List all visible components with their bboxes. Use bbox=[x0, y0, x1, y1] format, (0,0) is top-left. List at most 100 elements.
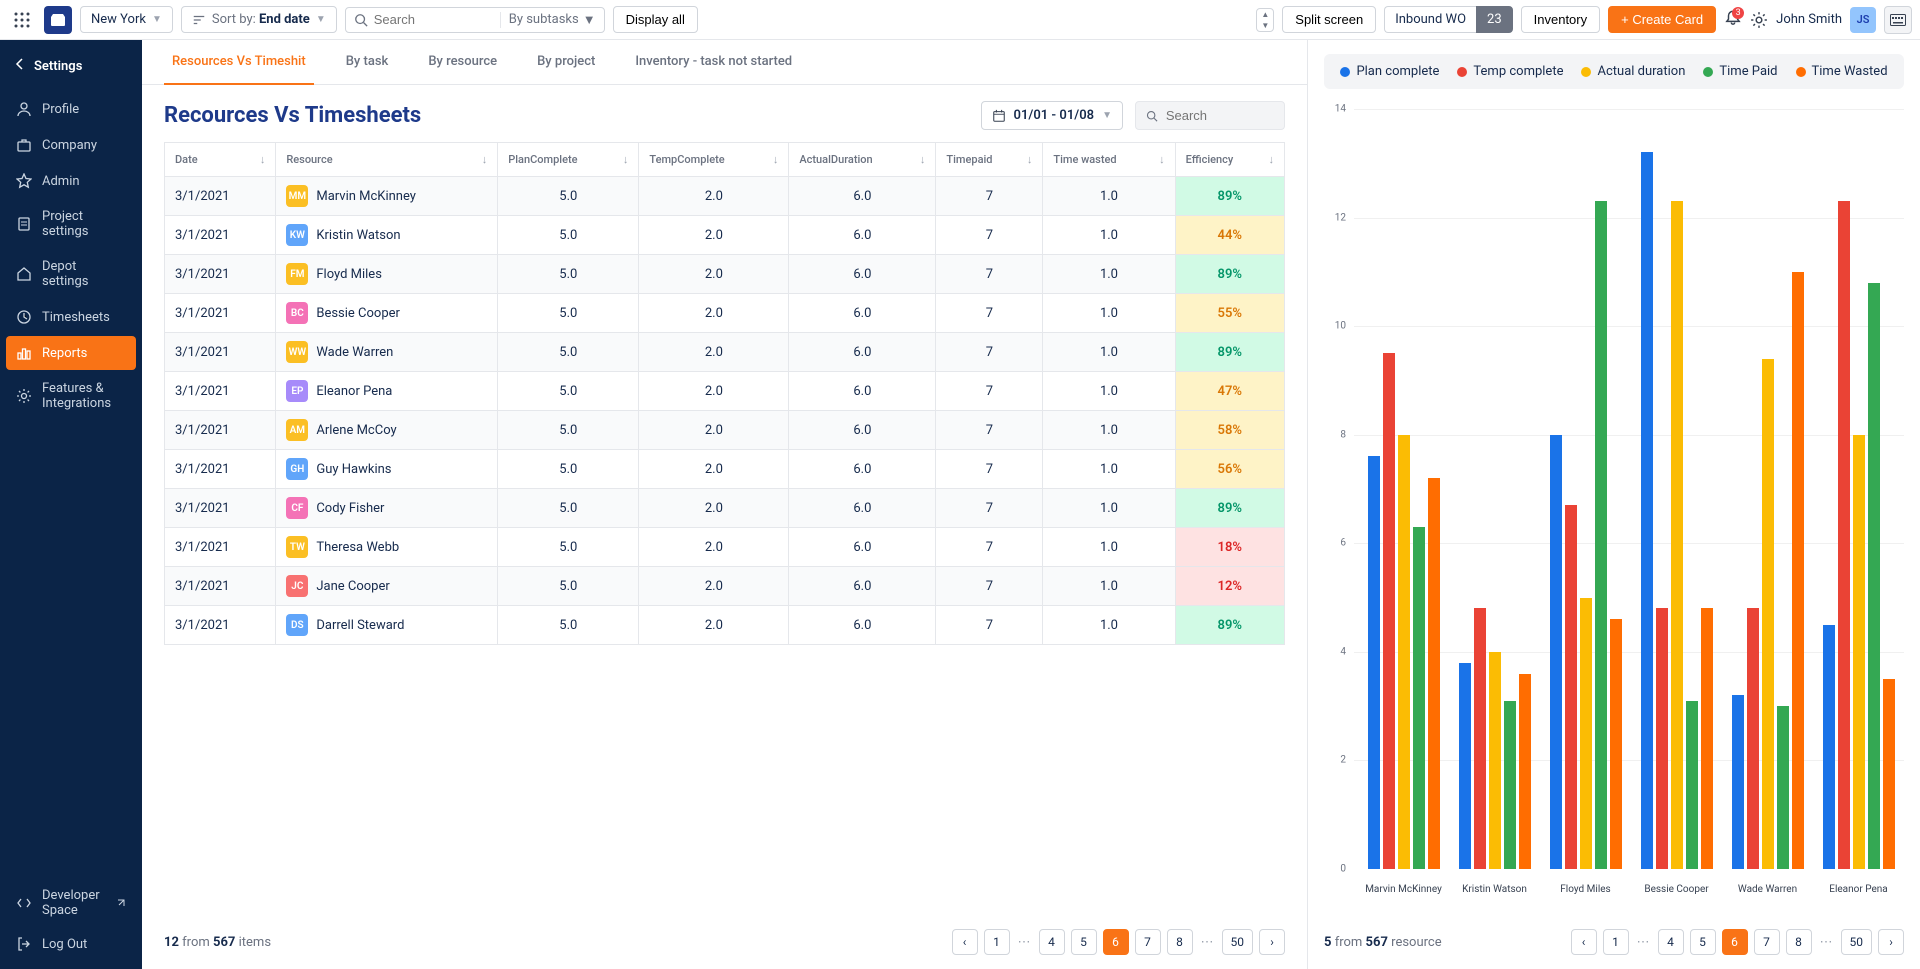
content-search-input[interactable] bbox=[1166, 108, 1274, 123]
table-count-info: 12 from 567 items bbox=[164, 935, 271, 950]
efficiency-cell: 89% bbox=[1175, 255, 1284, 294]
table-row[interactable]: 3/1/2021AMArlene McCoy5.02.06.071.058% bbox=[165, 411, 1285, 450]
sort-icon[interactable]: ↓ bbox=[260, 153, 266, 166]
sidebar-item-project-settings[interactable]: Project settings bbox=[6, 200, 136, 248]
tab-resources-vs-timeshit[interactable]: Resources Vs Timeshit bbox=[164, 40, 314, 85]
pager-prev[interactable]: ‹ bbox=[1571, 929, 1597, 955]
stepper[interactable]: ▲ ▼ bbox=[1256, 8, 1274, 32]
pager-page-6[interactable]: 6 bbox=[1103, 929, 1129, 955]
sort-icon[interactable]: ↓ bbox=[482, 153, 488, 166]
sort-icon[interactable]: ↓ bbox=[1027, 153, 1033, 166]
location-select[interactable]: New York ▼ bbox=[80, 6, 173, 33]
pager-page-1[interactable]: 1 bbox=[1603, 929, 1629, 955]
pager-page-8[interactable]: 8 bbox=[1167, 929, 1193, 955]
sort-select[interactable]: Sort by: End date ▼ bbox=[181, 6, 337, 33]
sidebar-item-profile[interactable]: Profile bbox=[6, 92, 136, 126]
pager-page-1[interactable]: 1 bbox=[984, 929, 1010, 955]
legend-dot bbox=[1581, 67, 1591, 77]
tab-by-resource[interactable]: By resource bbox=[420, 40, 505, 84]
col-efficiency[interactable]: Efficiency↓ bbox=[1175, 143, 1284, 177]
pager-page-4[interactable]: 4 bbox=[1039, 929, 1065, 955]
tab-by-project[interactable]: By project bbox=[529, 40, 603, 84]
col-date[interactable]: Date↓ bbox=[165, 143, 276, 177]
sidebar-item-depot-settings[interactable]: Depot settings bbox=[6, 250, 136, 298]
pager-page-7[interactable]: 7 bbox=[1754, 929, 1780, 955]
table-row[interactable]: 3/1/2021KWKristin Watson5.02.06.071.044% bbox=[165, 216, 1285, 255]
subtasks-select[interactable]: By subtasks ▼ bbox=[500, 12, 596, 28]
pager-page-4[interactable]: 4 bbox=[1658, 929, 1684, 955]
x-label: Kristin Watson bbox=[1449, 884, 1540, 895]
bar bbox=[1580, 598, 1592, 869]
sidebar-item-company[interactable]: Company bbox=[6, 128, 136, 162]
sort-icon[interactable]: ↓ bbox=[1269, 153, 1275, 166]
pager-page-5[interactable]: 5 bbox=[1071, 929, 1097, 955]
table-row[interactable]: 3/1/2021EPEleanor Pena5.02.06.071.047% bbox=[165, 372, 1285, 411]
inventory-button[interactable]: Inventory bbox=[1521, 6, 1600, 33]
back-icon[interactable] bbox=[14, 58, 26, 74]
app-logo[interactable] bbox=[44, 6, 72, 34]
resource-avatar: CF bbox=[286, 497, 308, 519]
pager-page-7[interactable]: 7 bbox=[1135, 929, 1161, 955]
pager-page-50[interactable]: 50 bbox=[1222, 929, 1254, 955]
sort-icon[interactable]: ↓ bbox=[773, 153, 779, 166]
create-card-button[interactable]: + Create Card bbox=[1608, 6, 1716, 33]
table-row[interactable]: 3/1/2021MMMarvin McKinney5.02.06.071.089… bbox=[165, 177, 1285, 216]
pager-next[interactable]: › bbox=[1878, 929, 1904, 955]
developer-space-link[interactable]: Developer Space bbox=[6, 879, 136, 927]
resource-avatar: TW bbox=[286, 536, 308, 558]
display-all-button[interactable]: Display all bbox=[613, 6, 698, 33]
col-resource[interactable]: Resource↓ bbox=[276, 143, 498, 177]
chevron-down-icon[interactable]: ▼ bbox=[1257, 20, 1273, 31]
sidebar-item-features-integrations[interactable]: Features & Integrations bbox=[6, 372, 136, 420]
pager-next[interactable]: › bbox=[1259, 929, 1285, 955]
table-row[interactable]: 3/1/2021FMFloyd Miles5.02.06.071.089% bbox=[165, 255, 1285, 294]
pager-page-8[interactable]: 8 bbox=[1786, 929, 1812, 955]
sidebar-item-admin[interactable]: Admin bbox=[6, 164, 136, 198]
apps-grid-icon[interactable] bbox=[8, 6, 36, 34]
efficiency-cell: 44% bbox=[1175, 216, 1284, 255]
bar-icon bbox=[16, 345, 32, 361]
table-row[interactable]: 3/1/2021GHGuy Hawkins5.02.06.071.056% bbox=[165, 450, 1285, 489]
calendar-icon bbox=[992, 109, 1006, 123]
col-time-wasted[interactable]: Time wasted↓ bbox=[1043, 143, 1175, 177]
efficiency-cell: 47% bbox=[1175, 372, 1284, 411]
efficiency-cell: 56% bbox=[1175, 450, 1284, 489]
pager-page-6[interactable]: 6 bbox=[1722, 929, 1748, 955]
col-tempcomplete[interactable]: TempComplete↓ bbox=[639, 143, 789, 177]
col-timepaid[interactable]: Timepaid↓ bbox=[936, 143, 1043, 177]
chevron-up-icon[interactable]: ▲ bbox=[1257, 9, 1273, 20]
global-search[interactable]: By subtasks ▼ bbox=[345, 7, 605, 33]
table-row[interactable]: 3/1/2021CFCody Fisher5.02.06.071.089% bbox=[165, 489, 1285, 528]
sort-icon[interactable]: ↓ bbox=[623, 153, 629, 166]
bar bbox=[1383, 353, 1395, 869]
logout-link[interactable]: Log Out bbox=[6, 927, 136, 961]
col-plancomplete[interactable]: PlanComplete↓ bbox=[498, 143, 639, 177]
notifications-button[interactable]: 3 bbox=[1724, 9, 1742, 31]
sidebar-item-reports[interactable]: Reports bbox=[6, 336, 136, 370]
table-row[interactable]: 3/1/2021BCBessie Cooper5.02.06.071.055% bbox=[165, 294, 1285, 333]
table-row[interactable]: 3/1/2021WWWade Warren5.02.06.071.089% bbox=[165, 333, 1285, 372]
sidebar-title: Settings bbox=[34, 59, 82, 74]
inbound-wo[interactable]: Inbound WO 23 bbox=[1384, 6, 1512, 33]
keyboard-icon[interactable] bbox=[1884, 6, 1912, 34]
sidebar-item-timesheets[interactable]: Timesheets bbox=[6, 300, 136, 334]
split-screen-button[interactable]: Split screen bbox=[1282, 6, 1376, 33]
date-range-picker[interactable]: 01/01 - 01/08 ▼ bbox=[981, 101, 1123, 130]
gear-icon[interactable] bbox=[1750, 11, 1768, 29]
tab-by-task[interactable]: By task bbox=[338, 40, 397, 84]
legend-item: Plan complete bbox=[1340, 64, 1439, 79]
bar bbox=[1428, 478, 1440, 869]
table-row[interactable]: 3/1/2021TWTheresa Webb5.02.06.071.018% bbox=[165, 528, 1285, 567]
search-input[interactable] bbox=[374, 12, 494, 27]
content-search[interactable] bbox=[1135, 101, 1285, 130]
table-row[interactable]: 3/1/2021JCJane Cooper5.02.06.071.012% bbox=[165, 567, 1285, 606]
sort-icon[interactable]: ↓ bbox=[1159, 153, 1165, 166]
tab-inventory-task-not-started[interactable]: Inventory - task not started bbox=[627, 40, 800, 84]
pager-page-5[interactable]: 5 bbox=[1690, 929, 1716, 955]
sort-icon[interactable]: ↓ bbox=[920, 153, 926, 166]
pager-page-50[interactable]: 50 bbox=[1841, 929, 1873, 955]
user-avatar[interactable]: JS bbox=[1850, 7, 1876, 33]
pager-prev[interactable]: ‹ bbox=[952, 929, 978, 955]
col-actualduration[interactable]: ActualDuration↓ bbox=[789, 143, 936, 177]
table-row[interactable]: 3/1/2021DSDarrell Steward5.02.06.071.089… bbox=[165, 606, 1285, 645]
